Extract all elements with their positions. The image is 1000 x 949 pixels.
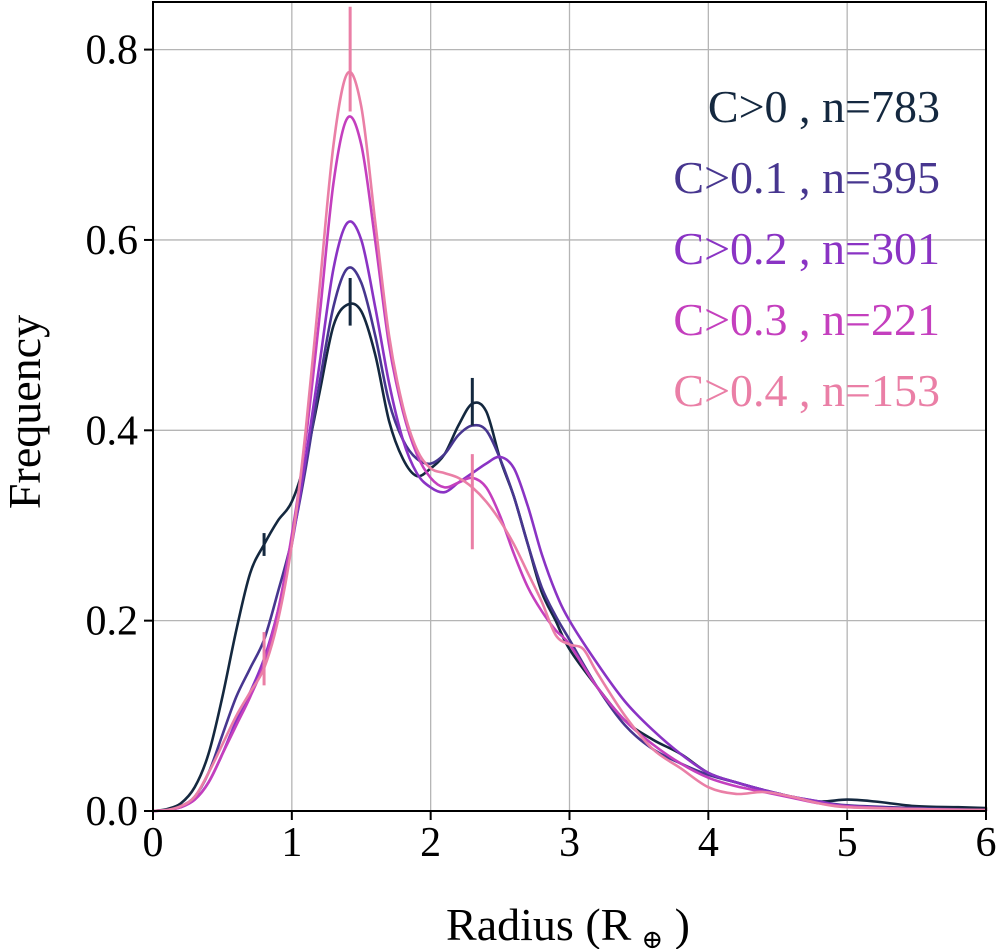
x-axis-ticks: 0 1 2 3 4 5 6	[143, 811, 997, 866]
x-tick-label: 4	[698, 820, 719, 866]
x-tick-label: 3	[559, 820, 580, 866]
y-tick-label: 0.6	[86, 218, 139, 264]
x-tick-label: 0	[143, 820, 164, 866]
legend-entry-4: C>0.4 , n=153	[673, 365, 940, 416]
series-lines	[151, 70, 988, 813]
x-axis-label-close: )	[663, 899, 690, 949]
x-axis-label: Radius (R ⊕ )	[446, 899, 690, 949]
series-line-1	[151, 266, 988, 813]
x-tick-label: 2	[420, 820, 441, 866]
y-axis-ticks: 0.0 0.2 0.4 0.6 0.8	[86, 28, 153, 835]
x-tick-label: 1	[281, 820, 302, 866]
legend-entry-1: C>0.1 , n=395	[673, 152, 940, 203]
legend-entry-3: C>0.3 , n=221	[673, 294, 940, 345]
y-tick-label: 0.4	[86, 408, 139, 454]
y-tick-label: 0.0	[86, 789, 139, 835]
y-tick-label: 0.2	[86, 599, 139, 645]
y-axis-label: Frequency	[0, 315, 50, 509]
series-line-4	[151, 70, 988, 813]
earth-symbol: ⊕	[641, 925, 663, 949]
legend-entry-0: C>0 , n=783	[708, 81, 940, 132]
x-tick-label: 5	[837, 820, 858, 866]
x-tick-label: 6	[976, 820, 997, 866]
legend: C>0 , n=783 C>0.1 , n=395 C>0.2 , n=301 C>0…	[673, 81, 940, 416]
x-axis-label-text: Radius (R	[446, 899, 632, 949]
y-tick-label: 0.8	[86, 28, 139, 74]
legend-entry-2: C>0.2 , n=301	[673, 223, 940, 274]
series-markers	[262, 6, 474, 686]
